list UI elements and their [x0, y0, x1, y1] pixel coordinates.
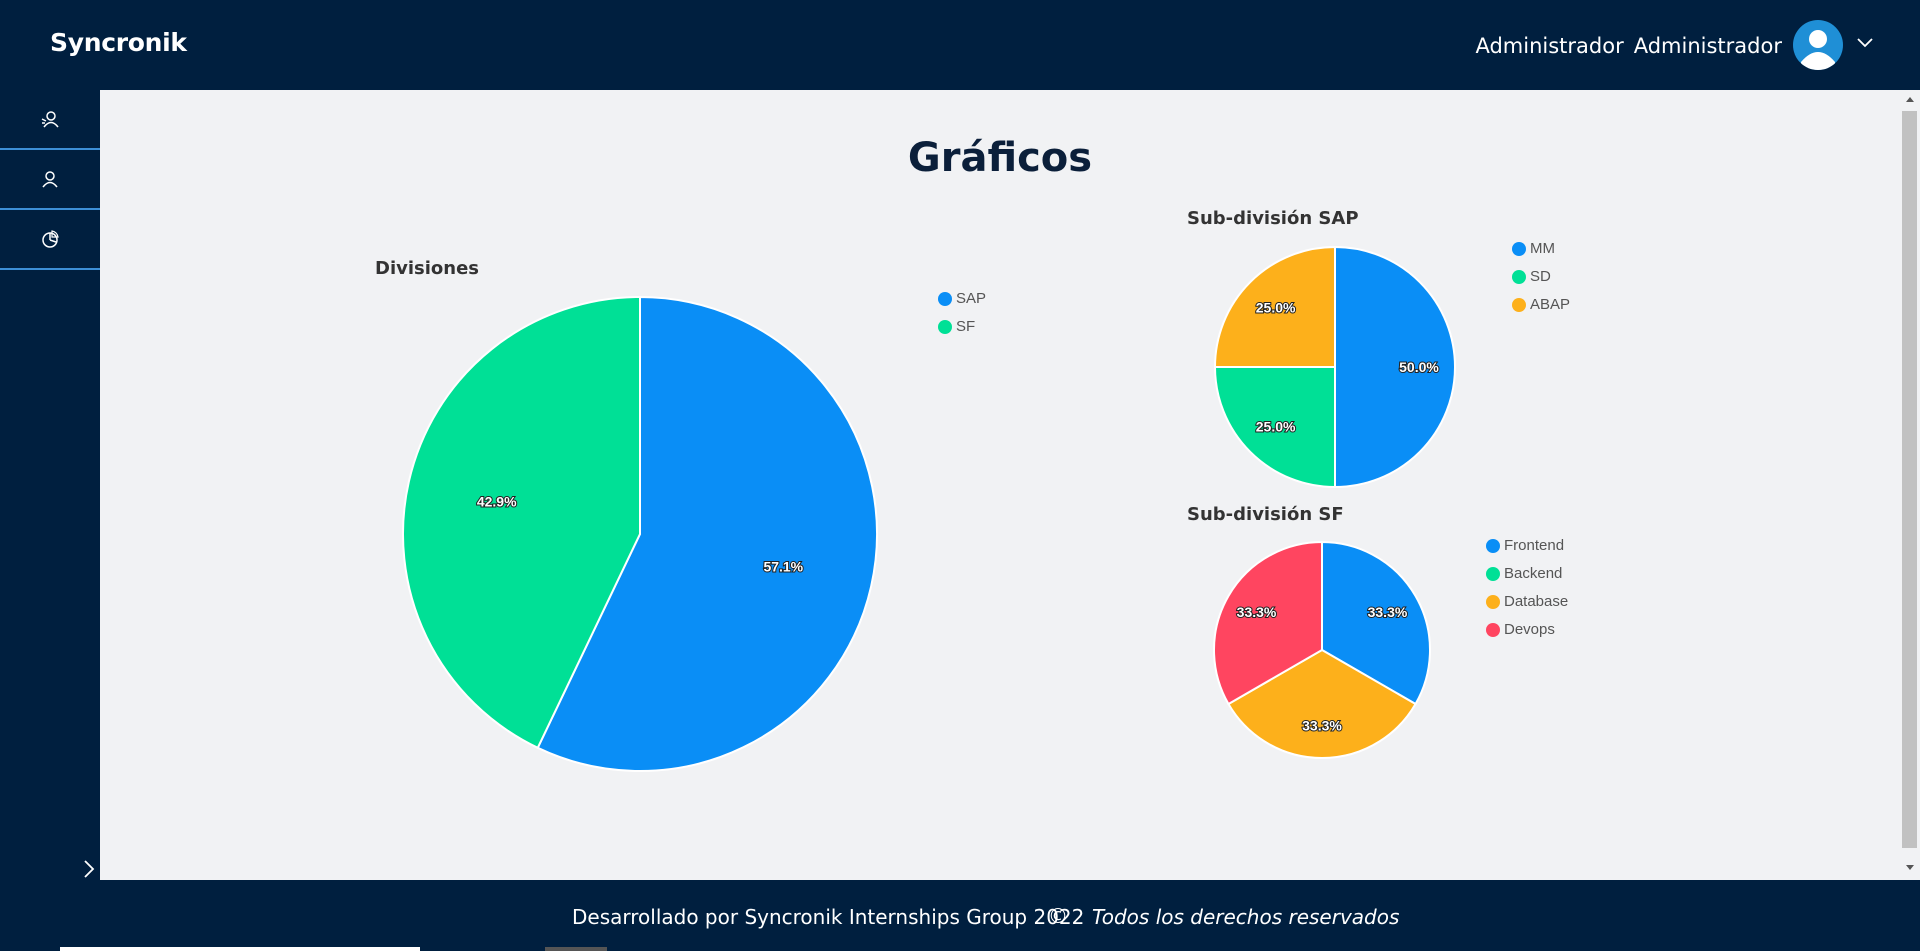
legend-item-sap[interactable]: SAP	[938, 290, 986, 307]
sidebar-item-user[interactable]	[0, 150, 100, 210]
legend-item-frontend[interactable]: Frontend	[1486, 537, 1564, 554]
legend-marker	[1486, 566, 1500, 581]
avatar[interactable]	[1793, 20, 1843, 70]
chevron-down-icon[interactable]	[1856, 34, 1874, 52]
user-avatar-icon	[1801, 30, 1835, 70]
scroll-up-arrow-icon[interactable]	[1900, 92, 1920, 108]
page-title: Gráficos	[907, 135, 1093, 181]
sidebar	[0, 90, 100, 880]
legend-label: Backend	[1504, 565, 1563, 582]
data-label-sd: 25.0%	[1256, 418, 1296, 434]
pie-slice-abap[interactable]	[1213, 245, 1336, 368]
data-label-database: 33.3%	[1302, 718, 1342, 734]
legend-marker	[938, 319, 952, 334]
legend-marker	[938, 291, 952, 306]
legend-label: SD	[1530, 268, 1551, 285]
pie-chart-icon	[42, 230, 59, 248]
legend-label: ABAP	[1530, 296, 1571, 313]
legend-item-abap[interactable]: ABAP	[1512, 296, 1570, 313]
legend-marker	[1486, 594, 1500, 609]
legend-marker	[1512, 241, 1526, 256]
footer-rights-text: Todos los derechos reservados	[1092, 905, 1400, 929]
pie-slice-mm[interactable]	[1334, 245, 1456, 489]
scroll-down-arrow-icon[interactable]	[1900, 860, 1920, 876]
legend-item-devops[interactable]: Devops	[1486, 621, 1555, 638]
data-label-sap: 57.1%	[763, 559, 803, 575]
users-icon	[41, 111, 59, 128]
pie-slice-sap[interactable]	[536, 295, 878, 772]
data-label-abap: 25.0%	[1256, 300, 1296, 316]
pie-slice-devops[interactable]	[1213, 540, 1323, 706]
legend-label: Frontend	[1504, 537, 1565, 554]
user-last-name: Administrador	[1633, 34, 1782, 58]
data-label-sf: 42.9%	[477, 493, 517, 509]
taskbar-strip-secondary	[545, 947, 607, 951]
user-icon	[42, 171, 58, 188]
user-name[interactable]: Administrador Administrador	[1475, 34, 1782, 58]
legend-marker	[1486, 622, 1500, 637]
legend-marker	[1512, 297, 1526, 312]
pie-chart-sap: 50.0% 25.0% 25.0%	[1213, 245, 1456, 489]
data-label-devops: 33.3%	[1237, 604, 1277, 620]
legend-marker	[1486, 538, 1500, 553]
legend-item-database[interactable]: Database	[1486, 593, 1568, 610]
chart-title-sf: Sub-división SF	[1187, 504, 1344, 525]
main-content	[100, 90, 1900, 880]
legend-label: SF	[956, 318, 976, 335]
legend-label: MM	[1530, 240, 1555, 257]
pie-slice-frontend[interactable]	[1321, 540, 1431, 706]
legend-label: Devops	[1504, 621, 1555, 638]
sidebar-item-charts[interactable]	[0, 210, 100, 270]
chart-title-divisiones: Divisiones	[375, 258, 480, 279]
sidebar-item-users-group[interactable]	[0, 90, 100, 150]
brand-logo[interactable]: Syncronik	[50, 28, 187, 57]
user-first-name: Administrador	[1475, 34, 1624, 58]
legend-item-sd[interactable]: SD	[1512, 268, 1551, 285]
copyright-icon: ©	[1048, 904, 1068, 928]
legend-item-mm[interactable]: MM	[1512, 240, 1555, 257]
pie-chart-divisiones: 57.1% 42.9%	[402, 295, 878, 772]
legend-label: SAP	[956, 290, 987, 307]
pie-slice-sf[interactable]	[402, 295, 641, 750]
legend-marker	[1512, 269, 1526, 284]
legend-item-backend[interactable]: Backend	[1486, 565, 1562, 582]
scrollbar-thumb[interactable]	[1902, 111, 1917, 848]
pie-chart-sf: 33.3% 33.3% 33.3%	[1213, 540, 1431, 759]
top-navbar: Syncronik Administrador Administrador	[0, 0, 1920, 90]
footer-developed-text: Desarrollado por Syncronik Internships G…	[572, 905, 1085, 929]
legend-item-sf[interactable]: SF	[938, 318, 975, 335]
taskbar-strip	[60, 947, 420, 951]
footer: Desarrollado por Syncronik Internships G…	[0, 880, 1920, 951]
sidebar-expand-icon[interactable]	[80, 858, 98, 880]
pie-slice-sd[interactable]	[1213, 366, 1336, 489]
data-label-mm: 50.0%	[1399, 359, 1439, 375]
data-label-frontend: 33.3%	[1368, 604, 1408, 620]
legend-label: Database	[1504, 593, 1569, 610]
pie-slice-database[interactable]	[1227, 648, 1417, 759]
chart-title-sap: Sub-división SAP	[1187, 208, 1359, 229]
